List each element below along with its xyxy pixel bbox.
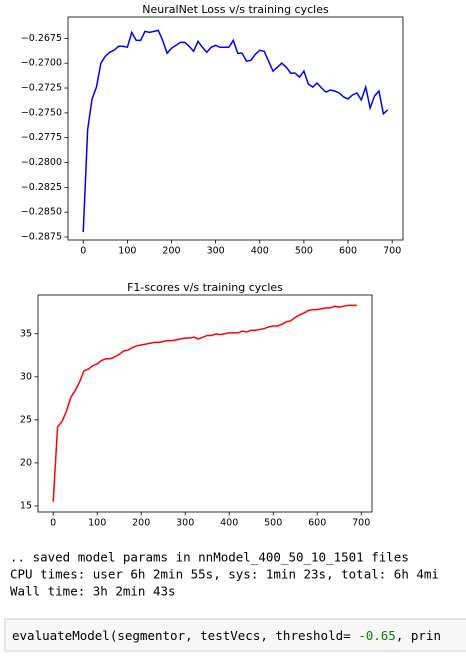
- x-tick-label: 300: [176, 518, 194, 529]
- chart-title: F1-scores v/s training cycles: [127, 281, 283, 294]
- x-tick-label: 300: [207, 246, 225, 257]
- x-tick-label: 200: [132, 518, 150, 529]
- y-tick-label: −0.2675: [21, 33, 62, 44]
- x-tick-label: 400: [220, 518, 238, 529]
- axes-frame: [37, 294, 373, 513]
- y-tick-label: −0.2725: [21, 83, 62, 94]
- x-tick-label: 500: [295, 246, 313, 257]
- y-tick-label: −0.2800: [21, 157, 62, 168]
- y-tick-label: 25: [20, 414, 32, 425]
- y-tick-label: −0.2850: [21, 207, 62, 218]
- code: evaluateModel(segmentor, testVecs, thres…: [12, 628, 441, 643]
- code-part: , prin: [396, 628, 441, 643]
- y-tick-label: 35: [20, 328, 32, 339]
- y-tick-label: −0.2825: [21, 182, 62, 193]
- y-tick-label: −0.2750: [21, 107, 62, 118]
- code-number: -0.65: [358, 628, 396, 643]
- x-tick-label: 400: [251, 246, 269, 257]
- output-line: CPU times: user 6h 2min 55s, sys: 1min 2…: [10, 567, 439, 582]
- output-line: .. saved model params in nnModel_400_50_…: [10, 550, 409, 565]
- code-cell[interactable]: [4, 618, 466, 652]
- x-tick-label: 600: [308, 518, 326, 529]
- x-tick-label: 700: [352, 518, 370, 529]
- axes-frame: [67, 16, 404, 241]
- y-tick-label: 15: [20, 500, 32, 511]
- x-tick-label: 100: [118, 246, 136, 257]
- output-line: Wall time: 3h 2min 43s: [10, 584, 176, 599]
- x-tick-label: 600: [339, 246, 357, 257]
- data-line: [82, 29, 389, 233]
- code-part: evaluateModel(segmentor, testVecs, thres…: [12, 628, 358, 643]
- y-tick-label: −0.2700: [21, 58, 62, 69]
- y-tick-label: −0.2875: [21, 232, 62, 243]
- y-tick-label: 30: [20, 371, 32, 382]
- x-tick-label: 0: [80, 246, 86, 257]
- x-tick-label: 0: [50, 518, 56, 529]
- chart-title: NeuralNet Loss v/s training cycles: [142, 3, 329, 16]
- data-line: [52, 304, 357, 502]
- x-tick-label: 200: [162, 246, 180, 257]
- y-tick-label: −0.2775: [21, 132, 62, 143]
- y-tick-label: 20: [20, 457, 32, 468]
- x-tick-label: 700: [383, 246, 401, 257]
- x-tick-label: 100: [88, 518, 106, 529]
- x-tick-label: 500: [264, 518, 282, 529]
